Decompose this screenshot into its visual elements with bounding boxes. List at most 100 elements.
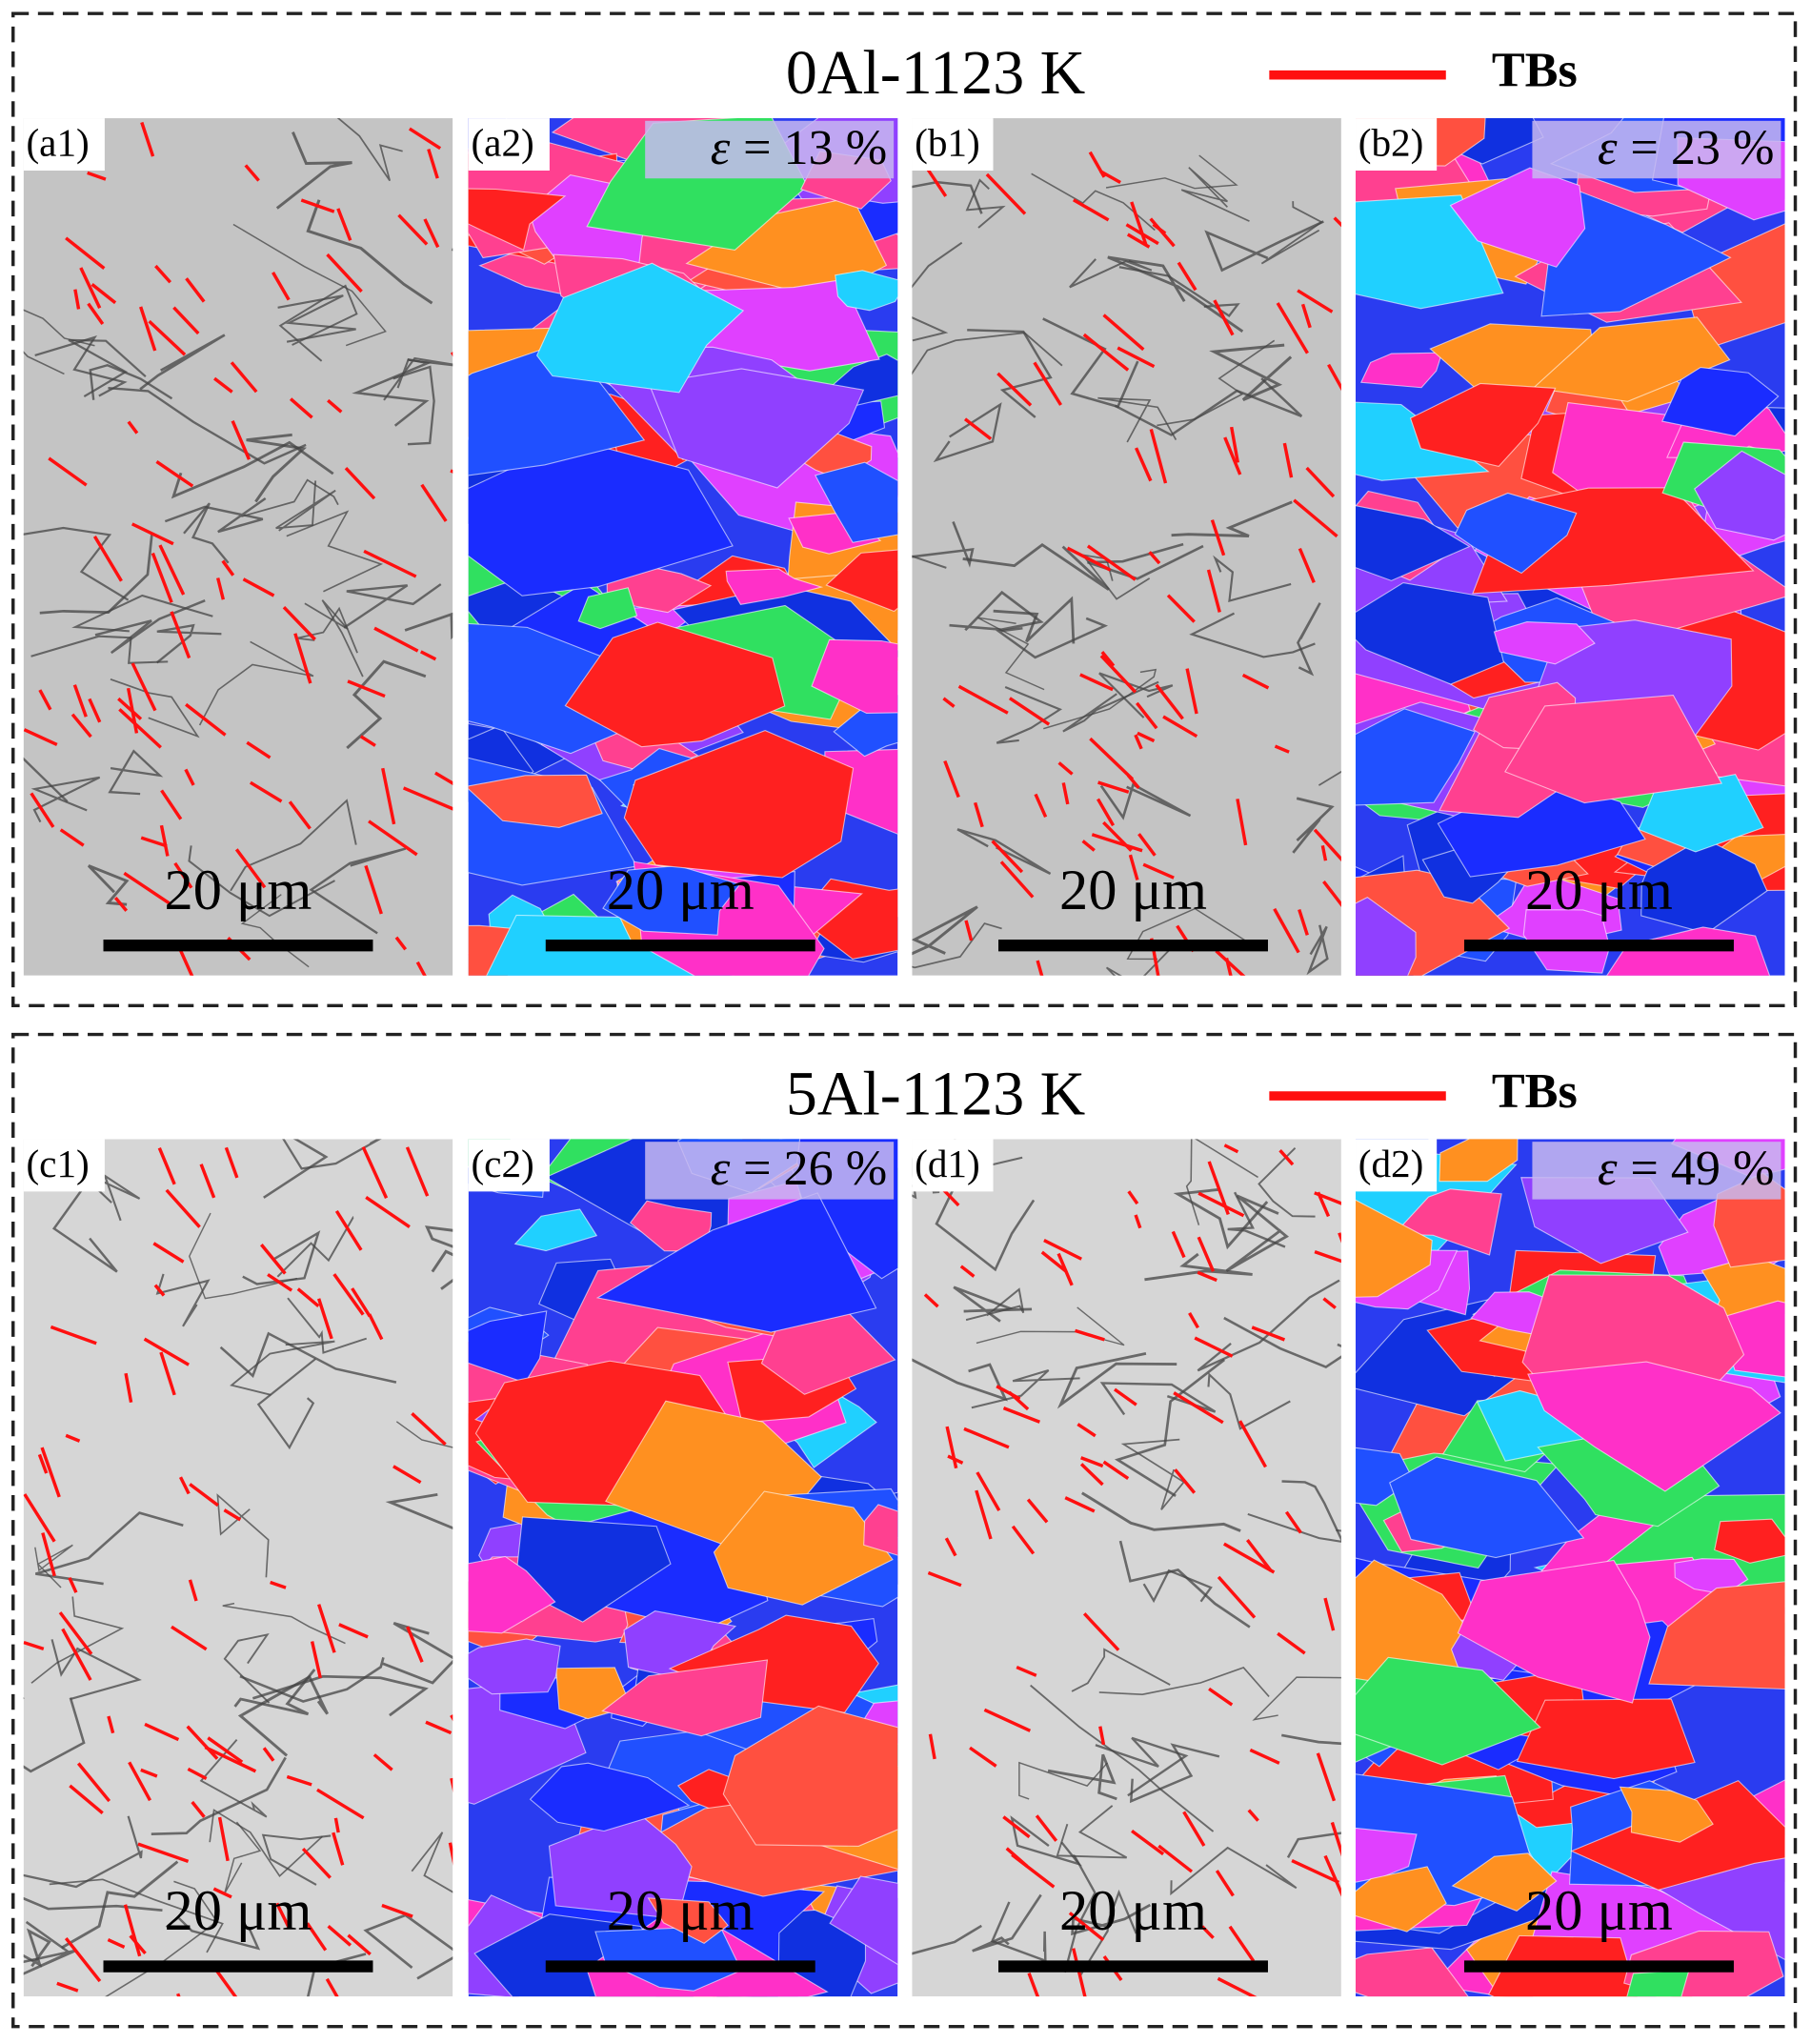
twin-boundary (300, 198, 335, 213)
twin-boundary (270, 1580, 287, 1589)
twin-boundary (317, 1298, 333, 1340)
grain (1694, 450, 1785, 541)
strain-bg (1532, 120, 1781, 179)
grain (1619, 1786, 1714, 1843)
grain (595, 1192, 877, 1333)
twin-boundary (363, 549, 417, 578)
grain-boundary (424, 1225, 453, 1290)
twin-boundary (113, 897, 129, 912)
grain-boundary (164, 496, 267, 534)
twin-boundary (289, 397, 313, 419)
twin-boundary (143, 1337, 190, 1366)
grain-boundary (343, 583, 442, 629)
legend-label: TBs (1492, 43, 1578, 98)
twin-boundary (1171, 1230, 1186, 1259)
grain-boundary (996, 617, 1109, 659)
twin-boundary (293, 633, 312, 684)
twin-boundary (450, 1777, 453, 1792)
scale-label: 20 μm (607, 859, 755, 922)
grain (514, 1516, 672, 1623)
twin-boundary (152, 1242, 185, 1264)
twin-boundary (123, 1904, 142, 1957)
grain-boundary (1071, 1903, 1152, 1936)
twin-boundary (262, 1747, 275, 1762)
twin-boundary (425, 1720, 453, 1735)
twin-boundary (999, 860, 1035, 899)
twin-boundary (1064, 1496, 1096, 1513)
twin-boundary (185, 702, 227, 737)
grain-boundary (1043, 668, 1157, 730)
twin-boundary (38, 689, 52, 711)
twin-boundary (131, 522, 174, 546)
grain-boundary (1105, 154, 1238, 190)
grain (1714, 1518, 1785, 1564)
twin-boundary (1333, 216, 1341, 228)
micrograph (912, 118, 1341, 976)
twin-boundary (1074, 1328, 1105, 1342)
twin-boundary (1148, 551, 1161, 565)
panel-label: (b1) (915, 121, 980, 166)
twin-boundary (137, 1842, 190, 1864)
twin-boundary (76, 1762, 111, 1803)
twin-boundary (394, 936, 408, 951)
twin-boundary (1088, 151, 1106, 178)
twin-boundary (1223, 1542, 1276, 1574)
grain-boundary (256, 1358, 316, 1450)
twin-boundary (327, 398, 343, 414)
twin-boundary (189, 1483, 219, 1508)
grain-boundary (188, 1212, 298, 1300)
twin-boundary (171, 1625, 208, 1651)
twin-boundary (1117, 346, 1156, 369)
grey-background (23, 1139, 453, 1997)
micrograph (23, 118, 453, 976)
twin-boundary (1086, 544, 1137, 581)
strain-text: = 23 % (1630, 120, 1774, 175)
twin-boundary (959, 1265, 976, 1278)
twin-boundary (1314, 1249, 1341, 1264)
twin-boundary (1197, 1270, 1217, 1283)
twin-boundary (1136, 701, 1158, 730)
twin-boundary (1298, 547, 1316, 583)
twin-boundary (983, 1708, 1032, 1732)
twin-boundary (165, 1188, 201, 1228)
label-bg (468, 1139, 550, 1192)
twin-boundary (301, 1847, 332, 1879)
grain-boundary (60, 1860, 179, 1950)
grain-boundary (23, 1928, 51, 1968)
twin-boundary (306, 1922, 328, 1952)
twin-boundary (1338, 1232, 1341, 1244)
twin-boundary (1278, 1149, 1295, 1166)
twin-boundary (1174, 1468, 1197, 1494)
grain-boundary (912, 922, 1002, 969)
twin-boundary (976, 1471, 1001, 1512)
twin-boundary (61, 1628, 92, 1681)
twin-boundary (996, 372, 1033, 407)
grain (725, 568, 824, 605)
grain-boundary (912, 905, 978, 956)
twin-boundary (1091, 833, 1143, 853)
grain (1638, 774, 1764, 853)
grain-boundary (993, 596, 1076, 644)
grain (468, 1555, 556, 1634)
grain-boundary (278, 284, 358, 362)
twin-boundary (1194, 1336, 1234, 1358)
micrograph (468, 1139, 898, 1997)
grain (1356, 1947, 1469, 1997)
twin-boundary (123, 871, 172, 906)
twin-boundary (158, 544, 186, 596)
twin-boundary (1002, 1407, 1040, 1424)
twin-boundary (1089, 737, 1135, 780)
twin-boundary (40, 1447, 61, 1498)
twin-boundary (317, 1604, 336, 1653)
twin-boundary (154, 264, 172, 284)
twin-boundary (1072, 1948, 1087, 1997)
grain-boundary (1247, 1512, 1341, 1543)
twin-boundary (368, 820, 418, 857)
twin-boundary (1097, 798, 1116, 827)
twin-boundary (1316, 1752, 1337, 1802)
grain-boundary (23, 1896, 163, 1912)
grain-boundary (1252, 1676, 1341, 1721)
twin-boundary (336, 208, 352, 241)
scale-label: 20 μm (1525, 859, 1673, 922)
twin-boundary (1206, 569, 1221, 613)
